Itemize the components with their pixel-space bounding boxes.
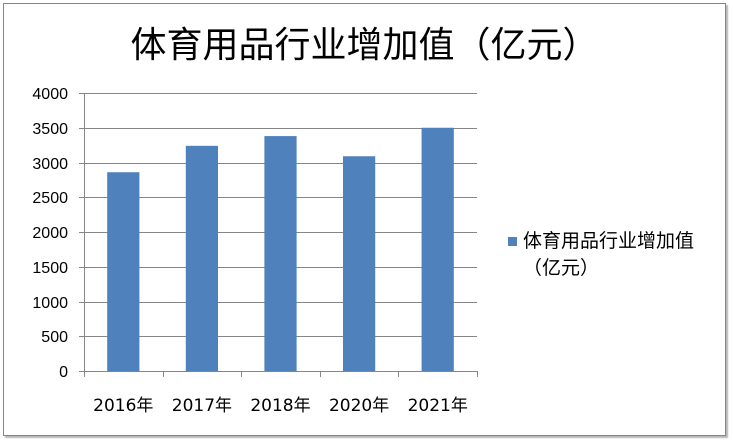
y-tick-label: 2000 — [32, 225, 68, 242]
y-tick-label: 0 — [59, 364, 68, 381]
y-tick-label: 2500 — [32, 190, 68, 207]
chart-title: 体育用品行业增加值（亿元） — [130, 25, 599, 66]
x-tick-label: 2020年 — [329, 396, 389, 416]
y-tick-label: 4000 — [32, 86, 68, 103]
legend-label: 体育用品行业增加值（亿元） — [523, 230, 695, 279]
x-tick-label: 2021年 — [408, 396, 468, 416]
bar-4 — [342, 156, 376, 371]
y-tick-label: 1000 — [32, 295, 68, 312]
x-tick-label: 2017年 — [172, 396, 232, 416]
y-tick-label: 1500 — [32, 260, 68, 277]
legend-swatch — [508, 237, 517, 246]
bar-2 — [185, 145, 219, 371]
bar-5 — [421, 127, 454, 371]
y-tick-label: 500 — [41, 329, 68, 346]
legend: 体育用品行业增加值（亿元） — [506, 228, 716, 288]
y-tick-label: 3500 — [32, 121, 68, 138]
bar-1 — [107, 172, 140, 371]
bar-3 — [264, 136, 297, 371]
y-tick-label: 3000 — [32, 156, 68, 173]
x-tick-label: 2018年 — [250, 396, 310, 416]
x-tick-label: 2016年 — [93, 396, 153, 416]
